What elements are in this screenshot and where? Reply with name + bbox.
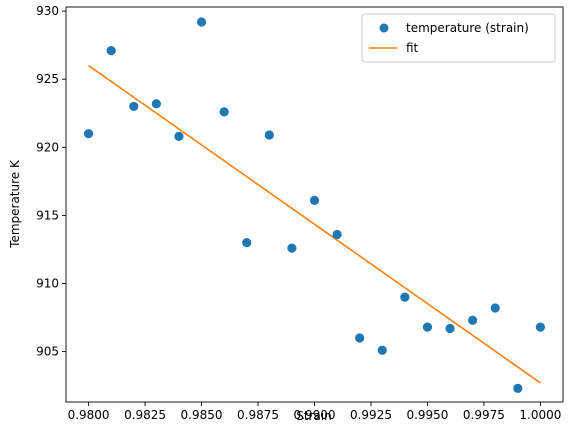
x-tick-label: 0.9875 (237, 408, 279, 422)
x-tick-label: 0.9800 (68, 408, 110, 422)
scatter-point (129, 101, 139, 112)
x-tick-label: 1.0000 (519, 408, 561, 422)
y-axis-label: Temperature K (8, 159, 22, 249)
scatter-point (400, 292, 410, 302)
y-tick-label: 915 (36, 208, 59, 222)
scatter-point (468, 315, 478, 325)
x-tick-label: 0.9925 (350, 408, 392, 422)
x-tick-label: 0.9975 (463, 408, 505, 422)
scatter-point (309, 195, 320, 206)
scatter-point (490, 303, 500, 313)
scatter-point (83, 129, 94, 139)
scatter-points-layer (83, 17, 546, 393)
y-axis-ticks: 905 910 915 920 925 930 (36, 4, 66, 359)
x-tick-label: 0.9825 (124, 408, 166, 422)
legend-scatter-label: temperature (strain) (406, 21, 529, 35)
x-tick-label: 0.9900 (294, 408, 336, 422)
y-tick-label: 925 (36, 72, 59, 86)
scatter-point (219, 107, 229, 117)
scatter-point (174, 131, 184, 141)
scatter-point (242, 238, 252, 248)
legend-fit-label: fit (406, 41, 419, 55)
y-tick-label: 905 (36, 345, 59, 359)
scatter-point (422, 322, 433, 332)
y-tick-label: 930 (36, 4, 59, 18)
scatter-point (377, 345, 387, 355)
x-axis-label: Strain (296, 409, 332, 423)
scatter-point (151, 99, 161, 109)
fit-line-layer (88, 64, 541, 384)
scatter-point (513, 383, 523, 393)
legend: temperature (strain) fit (361, 13, 556, 63)
scatter-point (196, 17, 207, 27)
scatter-point (287, 243, 297, 253)
scatter-point (264, 130, 274, 140)
legend-box (361, 13, 556, 63)
scatter-point (332, 229, 342, 240)
scatter-point (535, 322, 546, 332)
x-axis-ticks: 0.9800 0.9825 0.9850 0.9875 0.9900 0.9925 0.99… (68, 402, 561, 422)
scatter-point (445, 323, 455, 334)
x-tick-label: 0.9850 (181, 408, 223, 422)
y-tick-label: 910 (36, 277, 59, 291)
scatter-point (355, 333, 365, 343)
legend-scatter-marker (379, 23, 389, 33)
fit-line (88, 64, 541, 384)
y-tick-label: 920 (36, 140, 59, 154)
x-tick-label: 0.9950 (406, 408, 448, 422)
scatter-point (106, 45, 116, 56)
